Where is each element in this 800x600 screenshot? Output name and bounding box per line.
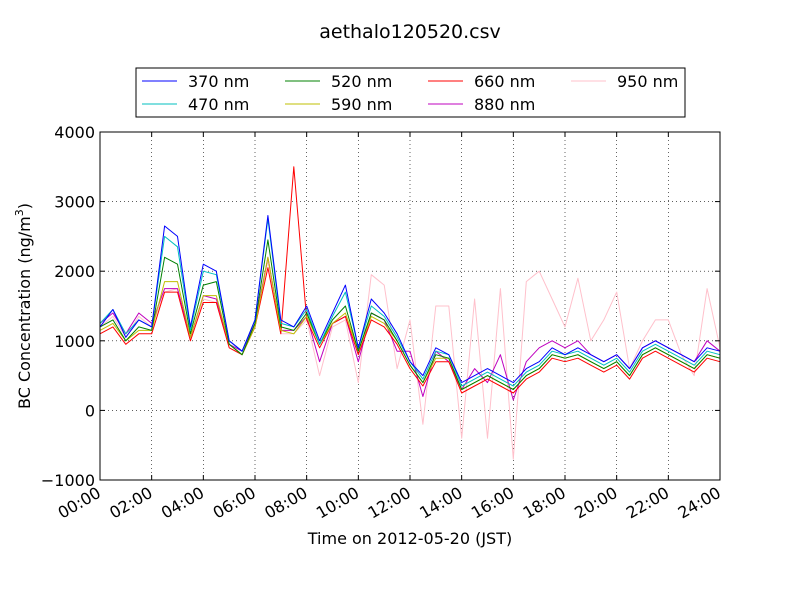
x-tick-label: 08:00 [261, 483, 310, 523]
x-tick-label: 04:00 [158, 483, 207, 523]
y-tick-label: 3000 [54, 193, 95, 212]
series-line [99, 215, 721, 384]
y-tick-label: 2000 [54, 262, 95, 281]
x-tick-label: 22:00 [623, 483, 672, 523]
y-tick-label: 1000 [54, 332, 95, 351]
legend-label: 950 nm [617, 72, 678, 91]
x-tick-label: 24:00 [675, 483, 724, 523]
x-tick-labels: 00:00 02:00 04:00 06:00 08:00 10:00 12:00 14:00… [55, 483, 724, 523]
x-tick-label: 14:00 [416, 483, 465, 523]
x-tick-label: 20:00 [571, 483, 620, 523]
series-lines [99, 166, 721, 460]
series-line [99, 239, 721, 390]
x-tick-label: 02:00 [106, 483, 155, 523]
legend: 370 nm 470 nm 520 nm 590 nm 660 nm 880 nm 950 … [135, 67, 686, 118]
y-axis-label-main: BC Concentration (ng/m [15, 216, 34, 409]
grid-lines [100, 132, 720, 480]
y-axis-label-close: ) [15, 203, 34, 209]
plot-area [99, 131, 721, 481]
y-tick-label: 4000 [54, 123, 95, 142]
plot-background [100, 132, 720, 480]
y-tick-label: 0 [85, 401, 95, 420]
y-tick-labels: −1000 0 1000 2000 3000 4000 [41, 123, 95, 490]
legend-label: 520 nm [331, 72, 392, 91]
legend-box [135, 67, 686, 118]
x-tick-label: 10:00 [313, 483, 362, 523]
tick-marks [99, 131, 721, 481]
legend-label: 880 nm [474, 95, 535, 114]
y-axis-label: BC Concentration (ng/m3) [13, 203, 34, 409]
x-tick-label: 12:00 [365, 483, 414, 523]
x-tick-label: 06:00 [210, 483, 259, 523]
chart-title: aethalo120520.csv [319, 21, 501, 43]
x-tick-label: 16:00 [468, 483, 517, 523]
series-line [99, 260, 721, 460]
series-line [99, 166, 721, 394]
legend-label: 370 nm [188, 72, 249, 91]
y-tick-label: −1000 [41, 471, 95, 490]
legend-items: 370 nm 470 nm 520 nm 590 nm 660 nm 880 nm 950 … [142, 72, 678, 114]
x-tick-label: 18:00 [520, 483, 569, 523]
x-axis-label: Time on 2012-05-20 (JST) [307, 529, 512, 548]
legend-label: 660 nm [474, 72, 535, 91]
y-axis-label-sup: 3 [13, 209, 26, 216]
legend-label: 590 nm [331, 95, 392, 114]
legend-label: 470 nm [188, 95, 249, 114]
